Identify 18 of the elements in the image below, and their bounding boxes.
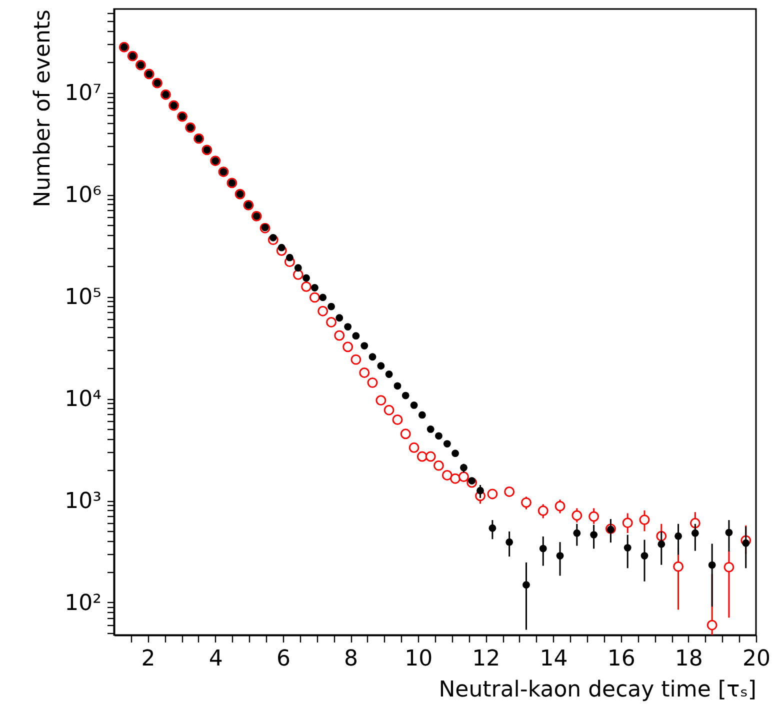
y-tick-label: 10⁴	[64, 387, 102, 412]
x-tick-label: 10	[404, 646, 433, 672]
x-tick-label: 18	[674, 646, 703, 672]
x-tick-label: 2	[141, 646, 156, 672]
x-tick-label: 8	[344, 646, 358, 672]
x-tick-label: 12	[472, 646, 500, 672]
x-tick-label: 4	[208, 646, 223, 672]
x-tick-label: 14	[540, 646, 568, 672]
y-tick-label: 10⁷	[64, 81, 102, 106]
x-tick-label: 16	[607, 646, 636, 672]
y-tick-label: 10²	[64, 590, 102, 616]
y-tick-label: 10⁵	[64, 285, 102, 310]
y-axis-title: Number of events	[30, 10, 56, 208]
x-tick-label: 6	[276, 646, 290, 672]
y-tick-label: 10³	[64, 489, 102, 514]
x-tick-label: 20	[742, 646, 770, 672]
y-tick-label: 10⁶	[64, 183, 102, 208]
x-axis-title: Neutral-kaon decay time [τₛ]	[438, 678, 756, 702]
